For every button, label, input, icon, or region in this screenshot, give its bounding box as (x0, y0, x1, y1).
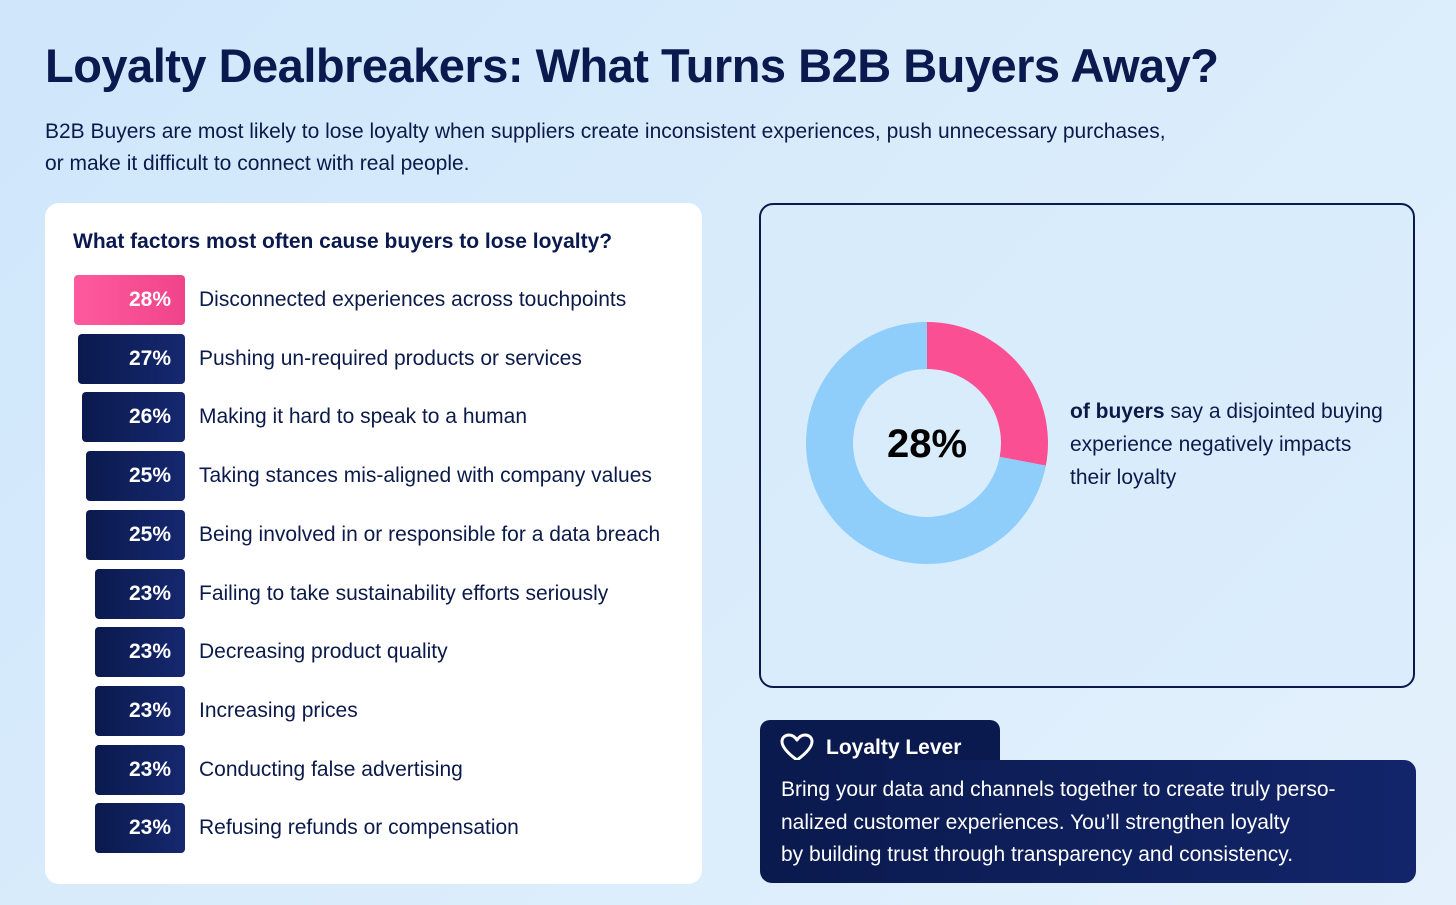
bar-category-label: Increasing prices (199, 698, 358, 722)
donut-chart: 28% (806, 322, 1048, 564)
page-subtitle: B2B Buyers are most likely to lose loyal… (45, 120, 1166, 175)
bar-category-label: Pushing un-required products or services (199, 346, 582, 370)
donut-slice (927, 322, 1048, 466)
bar: 23% (95, 685, 185, 736)
bar: 23% (95, 803, 185, 854)
donut-center-label: 28% (887, 422, 967, 466)
donut-card: 28% of buyers say a disjointed buying ex… (759, 203, 1415, 688)
bar-category-label: Being involved in or responsible for a d… (199, 522, 661, 546)
bar-row: 25% Taking stances mis-aligned with compa… (45, 449, 702, 502)
bar-row: 28% Disconnected experiences across touch… (45, 273, 702, 325)
bar-row: 23% Conducting false advertising (45, 743, 702, 795)
bar: 27% (77, 333, 185, 384)
bar-category-label: Decreasing product quality (199, 640, 448, 664)
bar: 23% (95, 568, 185, 619)
bar-category-label: Failing to take sustainability efforts s… (199, 581, 609, 605)
lever-text-line: by building trust through transparency a… (781, 843, 1294, 866)
bar-row: 26% Making it hard to speak to a human (45, 390, 702, 443)
donut-caption-bold: of buyers (1070, 400, 1165, 423)
bar: 25% (86, 509, 185, 560)
bar-row: 23% Decreasing product quality (45, 625, 702, 678)
bar: 23% (95, 744, 185, 795)
bar-category-label: Taking stances mis-aligned with company … (199, 464, 652, 488)
bar-row: 23% Failing to take sustainability effort… (45, 567, 702, 619)
bar: 23% (95, 627, 185, 678)
bar-category-label: Disconnected experiences across touchpoi… (199, 288, 627, 311)
donut-slice (806, 322, 1046, 564)
bar-chart-title: What factors most often cause buyers to … (73, 230, 613, 253)
loyalty-lever-box: Bring your data and channels together to… (760, 760, 1416, 883)
bar-row: 25% Being involved in or responsible for … (45, 508, 702, 560)
page-title: Loyalty Dealbreakers: What Turns B2B Buy… (45, 39, 1219, 92)
bar: 26% (82, 392, 185, 443)
lever-text-line: nalized customer experiences. You’ll str… (781, 810, 1290, 834)
bar-row: 23% Increasing prices (45, 684, 702, 736)
bar-category-label: Conducting false advertising (199, 757, 463, 781)
donut-caption: of buyers say a disjointed buying experi… (1070, 395, 1390, 494)
donut-caption-rest: say a disjointed buying experience negat… (1070, 400, 1383, 489)
loyalty-lever-label: Loyalty Lever (826, 736, 962, 759)
loyalty-factors-card: What factors most often cause buyers to … (45, 203, 702, 884)
bar-category-label: Refusing refunds or compensation (199, 816, 519, 840)
bar: 28% (73, 275, 185, 325)
lever-text-line: Bring your data and channels together to… (781, 778, 1336, 801)
bar: 25% (86, 451, 185, 502)
heart-icon (780, 733, 814, 762)
bar-row: 23% Refusing refunds or compensation (45, 801, 702, 854)
bar-category-label: Making it hard to speak to a human (199, 405, 528, 429)
bar-row: 27% Pushing un-required products or servi… (45, 332, 702, 384)
